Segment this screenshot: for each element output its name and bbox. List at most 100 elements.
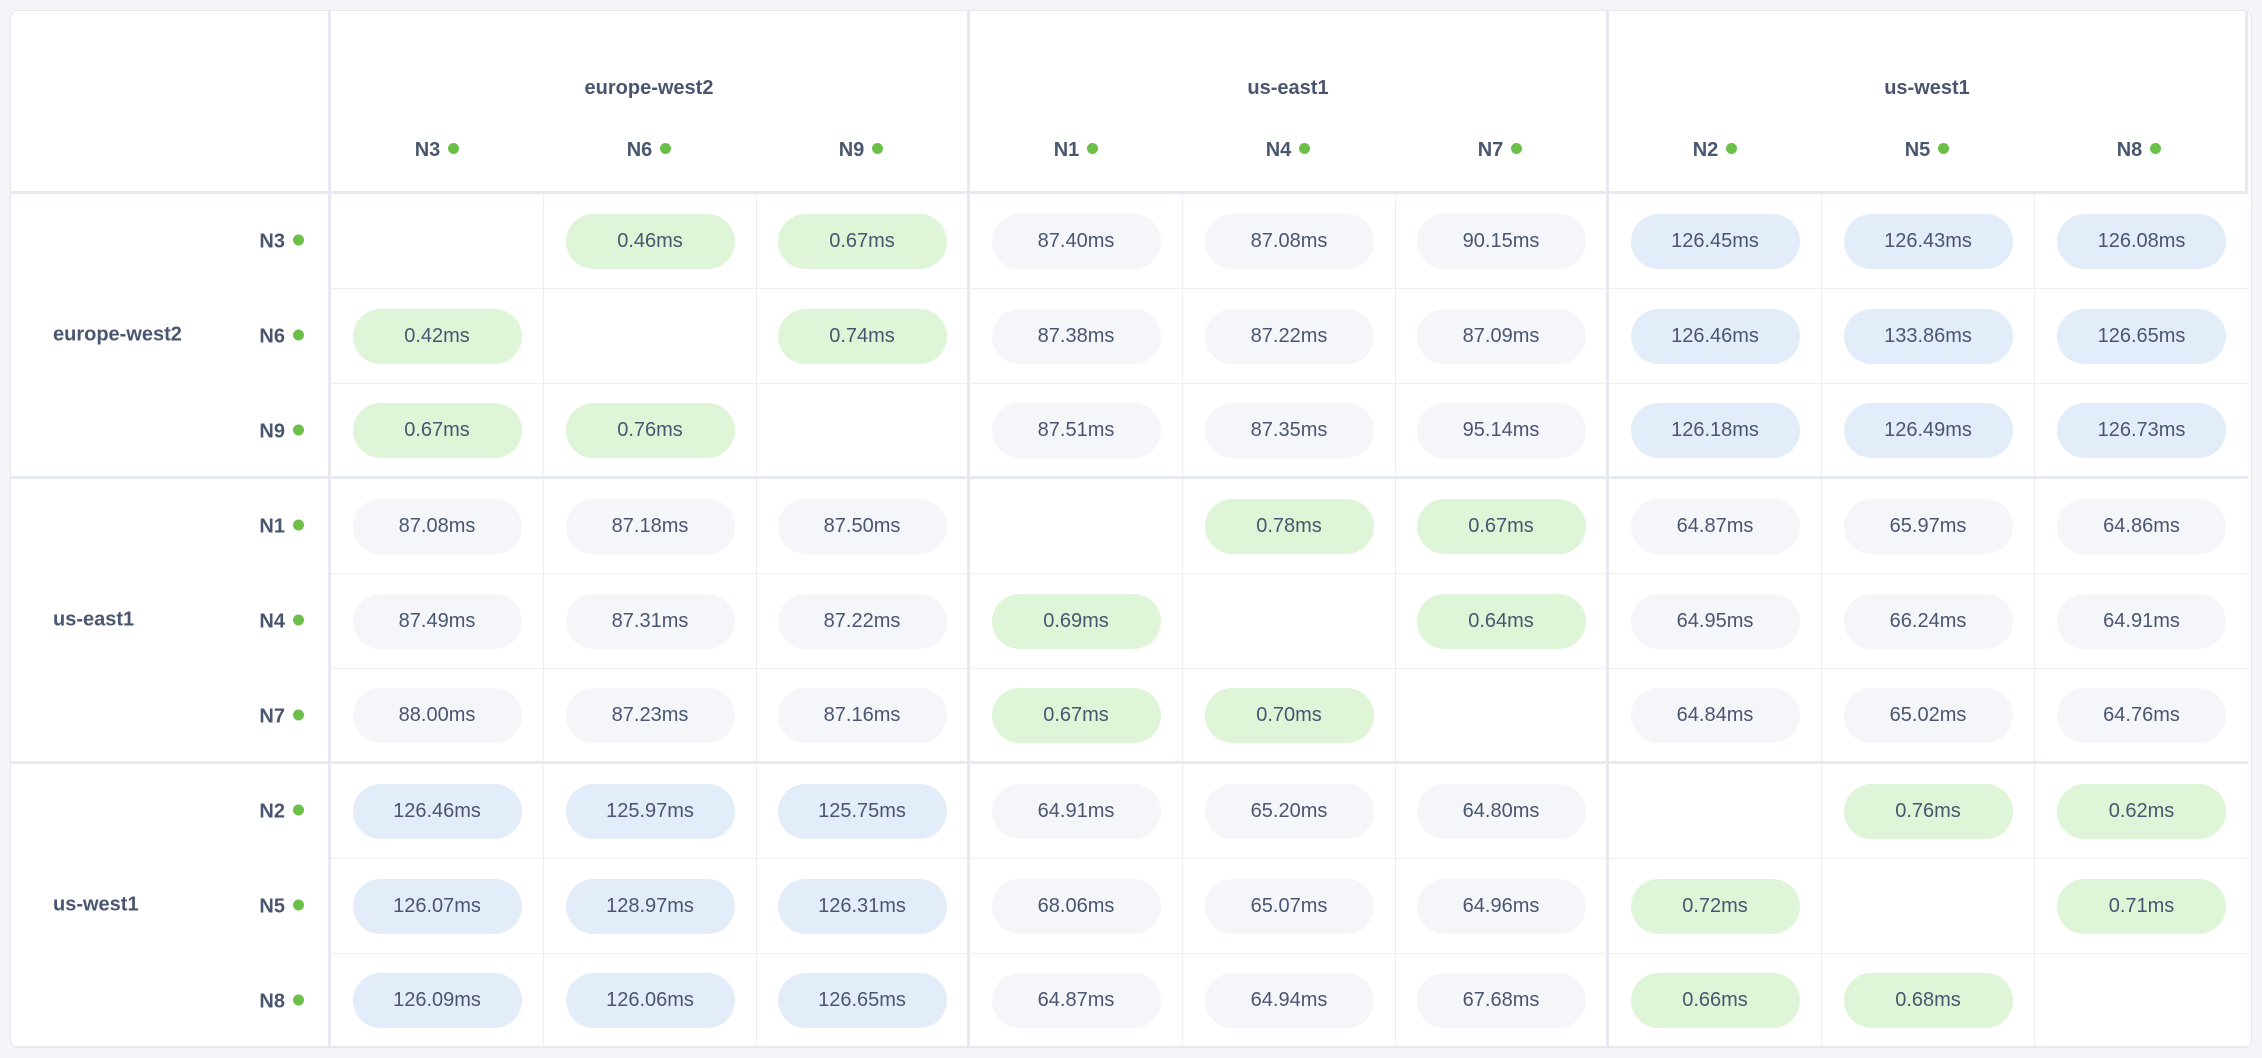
table-cell: 64.95ms — [1609, 574, 1822, 669]
table-cell — [331, 194, 544, 289]
latency-pill: 88.00ms — [352, 687, 522, 743]
table-cell — [544, 289, 757, 384]
column-node-labels: N2 N5 N8 — [1609, 139, 2245, 162]
latency-pill: 87.50ms — [777, 498, 947, 554]
latency-pill: 66.24ms — [1843, 593, 2013, 649]
row-node-header: N1 — [259, 515, 304, 538]
latency-pill: 126.46ms — [352, 783, 522, 839]
column-node-labels: N3 N6 N9 — [331, 139, 967, 162]
table-cell: 87.50ms — [757, 479, 970, 574]
latency-pill: 133.86ms — [1843, 308, 2013, 364]
latency-pill: 87.40ms — [991, 213, 1161, 269]
table-cell: 64.91ms — [970, 764, 1183, 859]
status-online-icon — [1299, 143, 1311, 154]
latency-pill: 0.67ms — [777, 213, 947, 269]
latency-pill: 65.02ms — [1843, 687, 2013, 743]
latency-pill: 87.38ms — [991, 308, 1161, 364]
status-online-icon — [293, 899, 304, 910]
latency-pill: 68.06ms — [991, 878, 1161, 934]
table-cell: 64.86ms — [2035, 479, 2248, 574]
table-cell: 0.69ms — [970, 574, 1183, 669]
latency-pill: 126.49ms — [1843, 402, 2013, 458]
latency-pill: 126.65ms — [777, 972, 947, 1028]
table-cell: 126.09ms — [331, 954, 544, 1047]
table-cell — [1396, 669, 1609, 764]
latency-pill: 0.68ms — [1843, 972, 2013, 1028]
row-node-header: N4 — [259, 610, 304, 633]
table-corner — [11, 11, 331, 194]
latency-pill: 64.87ms — [1630, 498, 1800, 554]
status-online-icon — [293, 614, 304, 625]
latency-pill: 64.87ms — [991, 972, 1161, 1028]
node-label: N3 — [259, 230, 285, 252]
row-node-header: N2 — [259, 800, 304, 823]
row-node-header: N8 — [259, 990, 304, 1013]
table-cell: 64.84ms — [1609, 669, 1822, 764]
status-online-icon — [1087, 143, 1099, 154]
table-cell: 126.46ms — [331, 764, 544, 859]
row-region-label: us-east1 — [53, 608, 135, 631]
latency-pill: 0.62ms — [2057, 783, 2226, 839]
column-group-us-west1: us-west1 N2 N5 N8 — [1609, 11, 2248, 194]
latency-pill: 65.97ms — [1843, 498, 2013, 554]
column-region-label: us-west1 — [1884, 77, 1970, 99]
status-online-icon — [293, 424, 304, 435]
status-online-icon — [293, 709, 304, 720]
latency-pill: 87.18ms — [565, 498, 735, 554]
status-online-icon — [293, 994, 304, 1005]
table-cell: 87.18ms — [544, 479, 757, 574]
table-cell: 65.20ms — [1183, 764, 1396, 859]
table-cell: 126.73ms — [2035, 384, 2248, 479]
table-cell: 126.18ms — [1609, 384, 1822, 479]
table-cell: 125.75ms — [757, 764, 970, 859]
latency-pill: 0.69ms — [991, 593, 1161, 649]
table-cell: 0.76ms — [544, 384, 757, 479]
latency-pill: 64.76ms — [2057, 687, 2226, 743]
table-cell: 64.87ms — [1609, 479, 1822, 574]
latency-pill: 64.96ms — [1416, 878, 1586, 934]
table-cell: 87.09ms — [1396, 289, 1609, 384]
column-region-label: us-east1 — [1247, 77, 1329, 99]
latency-pill: 87.08ms — [1204, 213, 1374, 269]
node-label: N7 — [1477, 139, 1504, 161]
node-label: N9 — [838, 139, 865, 161]
column-node-header: N6 — [543, 139, 755, 162]
latency-pill: 64.94ms — [1204, 972, 1374, 1028]
table-cell: 126.49ms — [1822, 384, 2035, 479]
table-cell: 87.38ms — [970, 289, 1183, 384]
node-label: N4 — [1265, 139, 1292, 161]
node-label: N6 — [259, 325, 285, 347]
table-cell — [970, 479, 1183, 574]
table-cell: 64.94ms — [1183, 954, 1396, 1047]
latency-pill: 0.78ms — [1204, 498, 1374, 554]
latency-pill: 87.22ms — [1204, 308, 1374, 364]
node-label: N9 — [259, 420, 285, 442]
latency-pill: 126.45ms — [1630, 213, 1800, 269]
latency-matrix-table: europe-west2 N3 N6 N9 us-east1 N1 N4 N7 us-west1… — [11, 11, 2251, 1047]
latency-pill: 125.97ms — [565, 783, 735, 839]
table-cell — [2035, 954, 2248, 1047]
table-cell: 67.68ms — [1396, 954, 1609, 1047]
latency-pill: 0.76ms — [565, 402, 735, 458]
latency-pill: 126.65ms — [2057, 308, 2226, 364]
row-node-header: N6 — [259, 325, 304, 348]
latency-pill: 64.95ms — [1630, 593, 1800, 649]
table-cell: 0.66ms — [1609, 954, 1822, 1047]
column-node-header: N8 — [2033, 139, 2245, 162]
latency-pill: 126.46ms — [1630, 308, 1800, 364]
table-cell — [757, 384, 970, 479]
table-cell: 0.67ms — [757, 194, 970, 289]
table-cell: 87.08ms — [1183, 194, 1396, 289]
column-node-header: N5 — [1821, 139, 2033, 162]
column-group-us-east1: us-east1 N1 N4 N7 — [970, 11, 1609, 194]
latency-pill: 0.64ms — [1416, 593, 1586, 649]
latency-pill: 95.14ms — [1416, 402, 1586, 458]
table-cell: 0.62ms — [2035, 764, 2248, 859]
table-cell: 65.07ms — [1183, 859, 1396, 954]
node-label: N4 — [259, 610, 285, 632]
latency-pill: 64.84ms — [1630, 687, 1800, 743]
latency-pill: 87.35ms — [1204, 402, 1374, 458]
table-cell: 87.22ms — [757, 574, 970, 669]
table-cell: 87.49ms — [331, 574, 544, 669]
table-cell: 126.08ms — [2035, 194, 2248, 289]
